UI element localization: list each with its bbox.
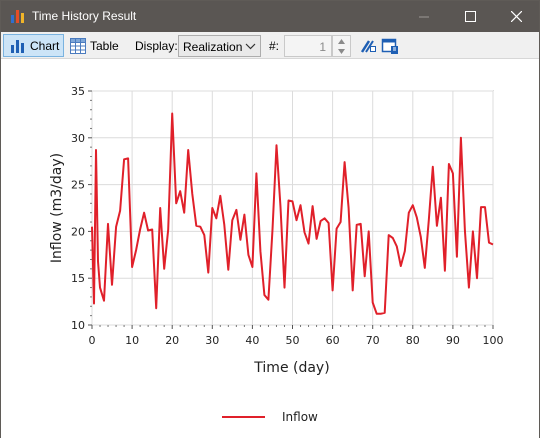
x-tick-label: 90	[446, 334, 460, 347]
stepper-up-button[interactable]	[333, 36, 350, 46]
table-view-label: Table	[90, 38, 119, 53]
series-layer	[91, 112, 494, 315]
table-view-button[interactable]: Table	[67, 34, 127, 57]
x-tick-label: 40	[245, 334, 259, 347]
y-tick-label: 35	[71, 85, 85, 98]
series-line-0	[91, 112, 494, 315]
y-tick-label: 25	[71, 179, 85, 192]
title-bar[interactable]: Time History Result	[1, 1, 539, 32]
chart-properties-icon[interactable]	[359, 37, 377, 55]
y-axis-title: Inflow (m3/day)	[49, 153, 65, 263]
chart-app-icon	[11, 10, 24, 23]
minimize-icon	[419, 16, 429, 17]
display-dropdown-value: Realization	[183, 40, 243, 54]
axis-ticks: 0 10 20 30 40 50 60 70 80 90 100 10 15 20 25 30 35	[71, 85, 504, 347]
x-tick-label: 20	[165, 334, 179, 347]
chart-options-icon[interactable]	[381, 37, 399, 55]
x-tick-label: 10	[125, 334, 139, 347]
bar-chart-icon	[11, 39, 24, 53]
chevron-down-small-icon	[338, 48, 345, 54]
x-tick-label: 80	[406, 334, 420, 347]
stepper-down-button[interactable]	[333, 46, 350, 56]
maximize-icon	[464, 11, 476, 22]
realization-number-value: 1	[319, 40, 326, 54]
chevron-down-icon	[245, 43, 256, 50]
y-tick-label: 20	[71, 225, 85, 238]
realization-stepper[interactable]	[332, 35, 351, 57]
minimize-button[interactable]	[401, 1, 447, 32]
x-tick-label: 60	[326, 334, 340, 347]
time-history-chart: 0 10 20 30 40 50 60 70 80 90 100 10 15 20 25 30 35 Time …	[49, 85, 504, 424]
chart-area: 0 10 20 30 40 50 60 70 80 90 100 10 15 20 25 30 35 Time …	[1, 60, 539, 438]
y-tick-label: 15	[71, 272, 85, 285]
x-tick-label: 0	[89, 334, 96, 347]
realization-number-label: #:	[269, 39, 280, 53]
close-button[interactable]	[493, 1, 539, 32]
window-title: Time History Result	[32, 9, 137, 23]
x-axis-title: Time (day)	[253, 360, 329, 376]
x-tick-label: 100	[483, 334, 504, 347]
chevron-up-icon	[338, 38, 345, 44]
x-tick-label: 70	[366, 334, 380, 347]
maximize-button[interactable]	[447, 1, 493, 32]
chart-view-button[interactable]: Chart	[3, 34, 64, 57]
table-grid-icon	[70, 37, 86, 54]
display-dropdown[interactable]: Realization	[178, 35, 261, 57]
legend-label: Inflow	[282, 410, 318, 424]
realization-number-input[interactable]: 1	[284, 35, 332, 57]
display-label: Display:	[135, 39, 178, 53]
chart-view-label: Chart	[30, 38, 60, 53]
x-tick-label: 50	[286, 334, 300, 347]
x-tick-label: 30	[205, 334, 219, 347]
y-tick-label: 10	[71, 319, 85, 332]
toolbar: Chart Table Display: Realization #: 1	[1, 32, 539, 59]
y-tick-label: 30	[71, 132, 85, 145]
close-icon	[510, 11, 522, 22]
